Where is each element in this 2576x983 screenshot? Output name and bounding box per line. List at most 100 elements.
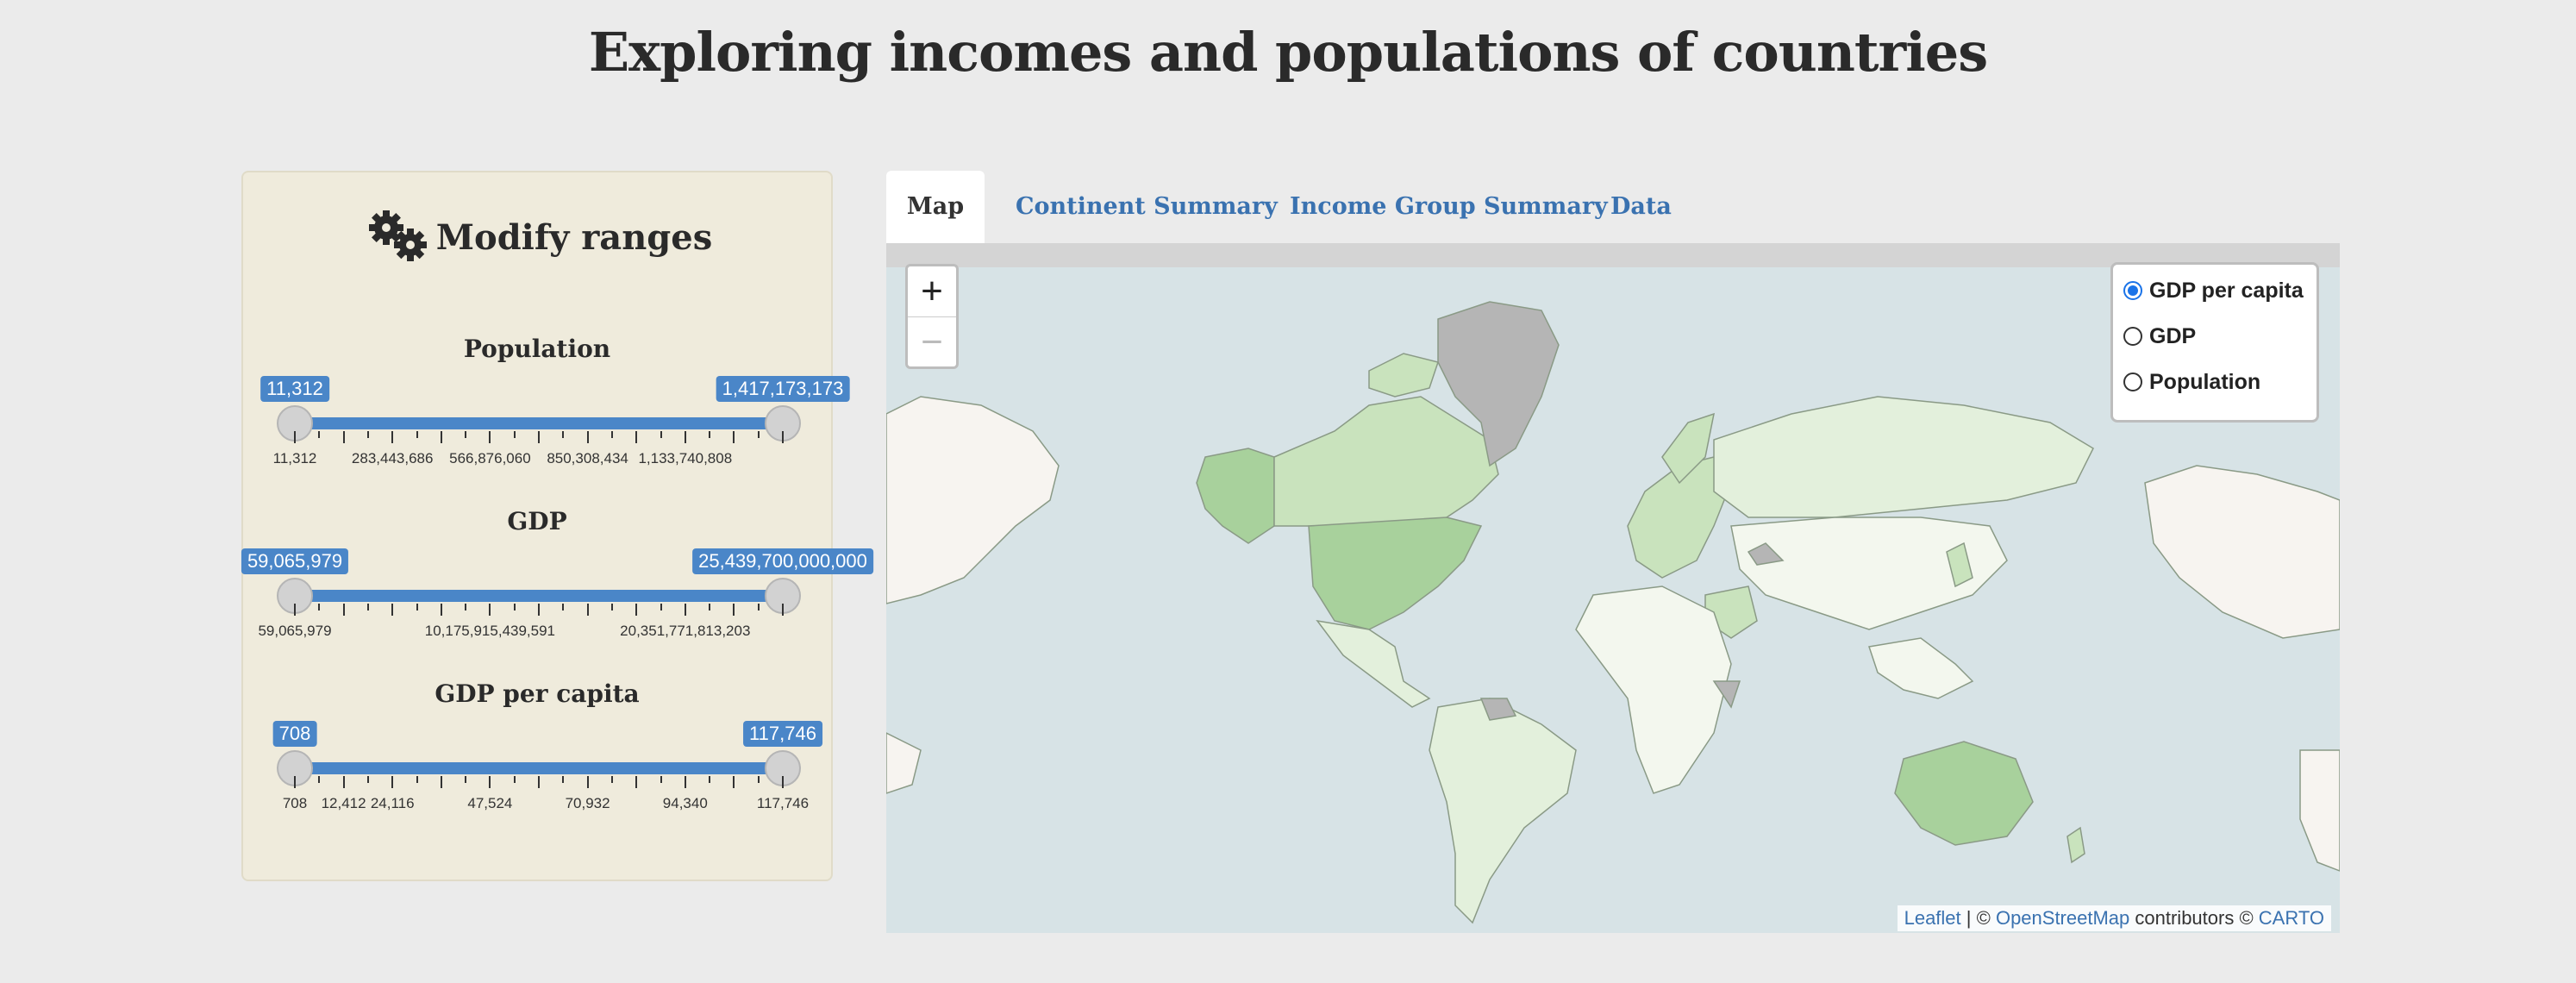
slider-tick-mark xyxy=(391,431,394,443)
slider-tick-mark xyxy=(757,776,760,783)
tab-continent-summary[interactable]: Continent Summary xyxy=(1016,193,1278,220)
slider-tick-label: 70,932 xyxy=(565,795,610,811)
radio-population[interactable] xyxy=(2123,373,2142,391)
country-russia xyxy=(1713,396,2094,518)
slider-tick-mark xyxy=(782,431,784,443)
slider-tick-label: 850,308,434 xyxy=(547,450,628,466)
country-somalia xyxy=(1712,680,1741,709)
layer-option-gdp-per-capita[interactable]: GDP per capita xyxy=(2123,272,2304,310)
slider-tick-mark xyxy=(342,776,345,788)
slider-tick-mark xyxy=(489,431,491,443)
tile-land-west-south xyxy=(886,732,922,794)
slider-tick-mark xyxy=(660,431,662,438)
layer-option-population[interactable]: Population xyxy=(2123,363,2260,401)
tab-income-group-summary[interactable]: Income Group Summary xyxy=(1290,193,1608,220)
tab-map[interactable]: Map xyxy=(886,171,985,243)
gdp-per-capita-max-value: 117,746 xyxy=(743,721,822,747)
slider-tick-mark xyxy=(440,604,442,616)
slider-tick-label: 10,175,915,439,591 xyxy=(424,623,556,639)
slider-tick-mark xyxy=(709,776,711,783)
slider-tick-label: 94,340 xyxy=(662,795,708,811)
slider-tick-label: 59,065,979 xyxy=(258,623,332,639)
slider-tick-mark xyxy=(586,431,589,443)
slider-tick-mark xyxy=(465,431,467,438)
arctic-islands xyxy=(1368,353,1439,398)
osm-link[interactable]: OpenStreetMap xyxy=(1995,907,2130,929)
slider-tick-mark xyxy=(489,776,491,788)
leaflet-link[interactable]: Leaflet xyxy=(1904,907,1961,929)
slider-tick-mark xyxy=(342,604,345,616)
countries xyxy=(886,301,2340,924)
gdp-slider-fill xyxy=(295,590,783,602)
gdp-max-value: 25,439,700,000,000 xyxy=(692,548,873,574)
slider-tick-mark xyxy=(513,776,516,783)
layer-option-gdp[interactable]: GDP xyxy=(2123,317,2196,355)
slider-tick-mark xyxy=(610,776,613,783)
country-afghanistan xyxy=(1747,542,1785,566)
country-usa xyxy=(1308,517,1483,630)
zoom-control: + − xyxy=(905,264,959,369)
slider-tick-mark xyxy=(610,604,613,610)
slider-tick-mark xyxy=(635,604,638,616)
slider-tick-mark xyxy=(562,604,565,610)
population-max-value: 1,417,173,173 xyxy=(716,376,850,402)
gdp-slider-label: GDP xyxy=(507,507,567,535)
zoom-out-button[interactable]: − xyxy=(921,321,943,363)
slider-tick-label: 117,746 xyxy=(756,795,810,811)
slider-tick-mark xyxy=(782,604,784,616)
population-slider-track[interactable] xyxy=(295,417,783,429)
gears-icon xyxy=(368,210,427,261)
layer-label-gdp-per-capita: GDP per capita xyxy=(2149,278,2304,303)
slider-tick-mark xyxy=(489,604,491,616)
map-panel[interactable]: + − GDP per capita GDP Population Leafle… xyxy=(886,243,2340,933)
slider-tick-mark xyxy=(342,431,345,443)
gdp-slider-track[interactable] xyxy=(295,590,783,602)
slider-tick-label: 20,351,771,813,203 xyxy=(620,623,751,639)
slider-tick-mark xyxy=(538,604,540,616)
attribution-separator: | © xyxy=(1966,907,1991,929)
radio-gdp[interactable] xyxy=(2123,327,2142,346)
slider-tick-mark xyxy=(391,776,394,788)
slider-tick-mark xyxy=(294,604,296,616)
map-attribution: Leaflet | © OpenStreetMap contributors ©… xyxy=(1897,905,2331,931)
country-scandinavia xyxy=(1661,412,1715,485)
slider-tick-mark xyxy=(635,431,638,443)
slider-tick-mark xyxy=(391,604,394,616)
tile-land-east-south xyxy=(2299,749,2340,872)
country-greenland xyxy=(1437,301,1560,467)
world-map[interactable] xyxy=(886,267,2340,933)
tab-data[interactable]: Data xyxy=(1610,193,1672,220)
zoom-in-button[interactable]: + xyxy=(921,270,943,312)
slider-tick-mark xyxy=(440,776,442,788)
slider-tick-mark xyxy=(733,776,735,788)
slider-tick-mark xyxy=(709,431,711,438)
ranges-panel: Modify ranges Population 11,312 1,417,17… xyxy=(241,171,873,881)
slider-tick-mark xyxy=(709,604,711,610)
carto-link[interactable]: CARTO xyxy=(2258,907,2324,929)
gdp-min-value: 59,065,979 xyxy=(241,548,349,574)
slider-tick-mark xyxy=(440,431,442,443)
slider-tick-mark xyxy=(318,431,321,438)
layer-selector: GDP per capita GDP Population xyxy=(2110,262,2319,423)
gdp-per-capita-slider-label: GDP per capita xyxy=(435,679,640,708)
country-australia xyxy=(1894,741,2034,846)
slider-tick-mark xyxy=(294,431,296,443)
slider-tick-mark xyxy=(416,431,418,438)
layer-label-gdp: GDP xyxy=(2149,323,2197,348)
slider-tick-label: 12,412 xyxy=(321,795,366,811)
gdp-per-capita-slider-fill xyxy=(295,762,783,774)
ranges-heading: Modify ranges xyxy=(243,207,831,267)
gdp-per-capita-slider-track[interactable] xyxy=(295,762,783,774)
layer-label-population: Population xyxy=(2149,369,2261,394)
radio-gdp-per-capita[interactable] xyxy=(2123,281,2142,300)
page-title: Exploring incomes and populations of cou… xyxy=(588,21,1988,84)
slider-tick-label: 24,116 xyxy=(370,795,415,811)
slider-tick-mark xyxy=(610,431,613,438)
slider-tick-mark xyxy=(660,776,662,783)
slider-tick-mark xyxy=(684,431,686,443)
slider-tick-label: 1,133,740,808 xyxy=(638,450,733,466)
slider-tick-mark xyxy=(416,604,418,610)
continent-asia xyxy=(1730,517,2008,630)
population-min-value: 11,312 xyxy=(260,376,329,402)
attribution-contributors: contributors © xyxy=(2135,907,2254,929)
